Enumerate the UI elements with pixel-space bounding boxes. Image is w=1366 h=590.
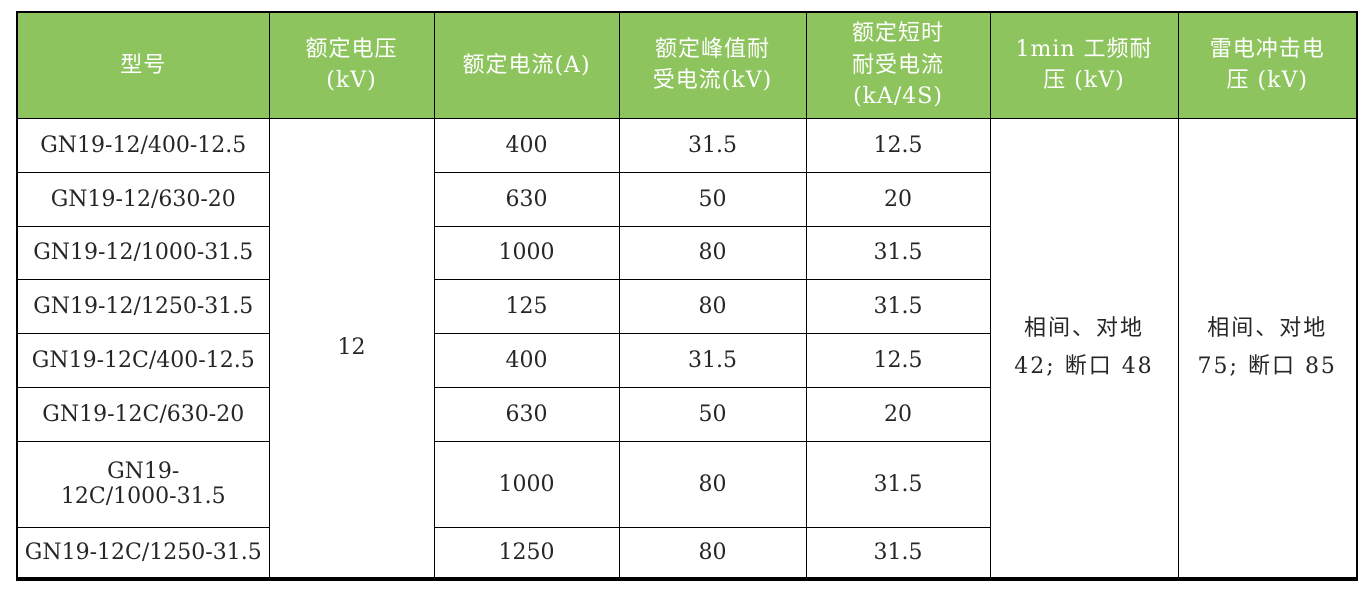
- rated-current-cell: 400: [433, 117, 620, 173]
- rated-current-cell: 1250: [433, 526, 620, 580]
- short-time-current-cell: 12.5: [805, 332, 991, 388]
- short-time-current-cell: 31.5: [805, 225, 991, 280]
- table-sheet: 型号 额定电压 (kV) 额定电流(A) 额定峰值耐 受电流(kV) 额定短时 …: [16, 11, 1358, 581]
- table-row: GN19- 12C/1000-31.5 1000 80 31.5: [16, 440, 1357, 528]
- peak-current-cell: 50: [618, 386, 807, 442]
- table-row: GN19-12C/400-12.5 400 31.5 12.5: [16, 332, 1357, 388]
- table-row: GN19-12/400-12.5 12 400 31.5 12.5 相间、对地 …: [16, 117, 1358, 580]
- model-cell: GN19-12C/1250-31.5: [16, 526, 270, 580]
- peak-current-cell: 80: [618, 278, 807, 334]
- rated-current-cell: 125: [433, 278, 620, 334]
- peak-current-cell: 80: [618, 225, 807, 280]
- model-cell: GN19-12/1000-31.5: [16, 225, 270, 280]
- short-time-current-cell: 20: [805, 386, 991, 442]
- table-row: GN19-12C/630-20 630 50 20: [16, 386, 1357, 442]
- rated-current-cell: 630: [433, 386, 620, 442]
- power-frequency-merged-cell: 相间、对地 42; 断口 48: [989, 117, 1179, 580]
- model-cell: GN19- 12C/1000-31.5: [16, 440, 270, 528]
- model-cell: GN19-12/400-12.5: [16, 117, 270, 173]
- model-cell: GN19-12/1250-31.5: [16, 278, 270, 334]
- peak-current-cell: 80: [618, 526, 807, 580]
- header-cell-power-frequency-withstand-voltage: 1min 工频耐 压 (kV): [989, 11, 1179, 119]
- peak-current-cell: 80: [618, 440, 807, 528]
- rated-current-cell: 1000: [433, 225, 620, 280]
- model-cell: GN19-12C/630-20: [16, 386, 270, 442]
- short-time-current-cell: 31.5: [805, 278, 991, 334]
- header-cell-short-time-withstand-current: 额定短时 耐受电流 (kA/4S): [805, 11, 991, 119]
- table-row: GN19-12/1250-31.5 125 80 31.5: [16, 278, 1357, 334]
- table-row: GN19-12C/1250-31.5 1250 80 31.5: [16, 526, 1357, 580]
- peak-current-cell: 50: [618, 171, 807, 227]
- rated-voltage-merged-cell: 12: [268, 117, 435, 580]
- header-cell-lightning-impulse-voltage: 雷电冲击电 压 (kV): [1177, 11, 1358, 119]
- model-cell: GN19-12C/400-12.5: [16, 332, 270, 388]
- rated-current-cell: 400: [433, 332, 620, 388]
- peak-current-cell: 31.5: [618, 332, 807, 388]
- rated-current-cell: 1000: [433, 440, 620, 528]
- header-cell-peak-withstand-current: 额定峰值耐 受电流(kV): [618, 11, 807, 119]
- header-cell-model: 型号: [16, 11, 270, 119]
- model-cell: GN19-12/630-20: [16, 171, 270, 227]
- rated-current-cell: 630: [433, 171, 620, 227]
- table-header-row: 型号 额定电压 (kV) 额定电流(A) 额定峰值耐 受电流(kV) 额定短时 …: [16, 11, 1358, 119]
- short-time-current-cell: 31.5: [805, 440, 991, 528]
- short-time-current-cell: 31.5: [805, 526, 991, 580]
- short-time-current-cell: 20: [805, 171, 991, 227]
- lightning-impulse-merged-cell: 相间、对地 75; 断口 85: [1177, 117, 1358, 580]
- header-cell-rated-current: 额定电流(A): [433, 11, 620, 119]
- switch-spec-table: 型号 额定电压 (kV) 额定电流(A) 额定峰值耐 受电流(kV) 额定短时 …: [16, 11, 1358, 581]
- header-cell-rated-voltage: 额定电压 (kV): [268, 11, 435, 119]
- peak-current-cell: 31.5: [618, 117, 807, 173]
- short-time-current-cell: 12.5: [805, 117, 991, 173]
